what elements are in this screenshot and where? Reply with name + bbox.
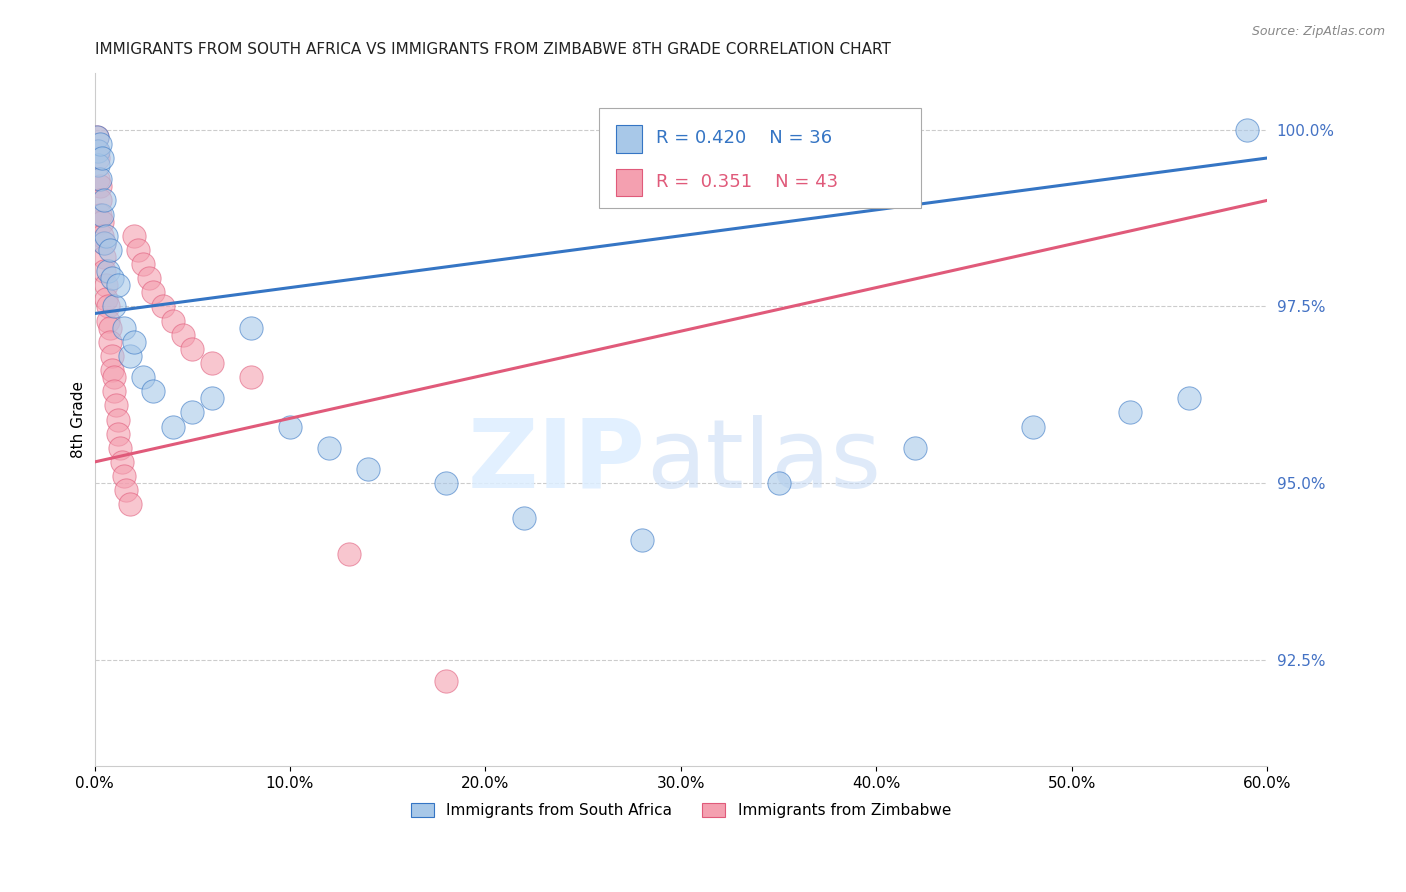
Point <box>1119 405 1142 419</box>
Point <box>108 441 131 455</box>
Point <box>142 285 165 300</box>
Point <box>93 250 115 264</box>
Point <box>98 243 121 257</box>
Point <box>112 320 135 334</box>
Point <box>768 476 790 491</box>
Point <box>172 327 194 342</box>
Point <box>103 384 125 399</box>
Point <box>434 674 457 689</box>
Point <box>201 392 224 406</box>
Point <box>96 278 118 293</box>
Point <box>87 144 110 158</box>
Y-axis label: 8th Grade: 8th Grade <box>72 381 86 458</box>
Point <box>107 412 129 426</box>
Point <box>98 334 121 349</box>
Point <box>1236 122 1258 136</box>
Point <box>93 194 115 208</box>
Text: IMMIGRANTS FROM SOUTH AFRICA VS IMMIGRANTS FROM ZIMBABWE 8TH GRADE CORRELATION C: IMMIGRANTS FROM SOUTH AFRICA VS IMMIGRAN… <box>94 42 890 57</box>
Point <box>101 349 124 363</box>
Point <box>138 271 160 285</box>
Point <box>91 151 114 165</box>
Point <box>142 384 165 399</box>
Point <box>97 300 120 314</box>
Point <box>111 455 134 469</box>
Point <box>1178 392 1201 406</box>
Point <box>97 313 120 327</box>
FancyBboxPatch shape <box>616 169 643 196</box>
Point <box>107 426 129 441</box>
Point <box>91 208 114 222</box>
Point <box>434 476 457 491</box>
Point <box>98 320 121 334</box>
Point <box>86 144 108 158</box>
Point <box>103 370 125 384</box>
Text: R = 0.420    N = 36: R = 0.420 N = 36 <box>657 128 832 146</box>
Point <box>87 151 110 165</box>
FancyBboxPatch shape <box>616 125 643 153</box>
Point <box>162 419 184 434</box>
Point <box>239 320 262 334</box>
Point <box>115 483 138 498</box>
Point <box>132 370 155 384</box>
Point <box>89 208 111 222</box>
Point <box>93 235 115 250</box>
Point <box>181 405 204 419</box>
Point <box>132 257 155 271</box>
Point <box>96 293 118 307</box>
Point <box>87 172 110 186</box>
Legend: Immigrants from South Africa, Immigrants from Zimbabwe: Immigrants from South Africa, Immigrants… <box>405 797 957 824</box>
Point <box>357 462 380 476</box>
Point <box>86 129 108 144</box>
Text: ZIP: ZIP <box>468 415 645 508</box>
Point <box>318 441 340 455</box>
Point <box>87 158 110 172</box>
Point <box>181 342 204 356</box>
Point <box>89 194 111 208</box>
Point <box>118 349 141 363</box>
Point <box>122 334 145 349</box>
Point <box>96 228 118 243</box>
Point <box>93 235 115 250</box>
Point <box>105 398 128 412</box>
Text: Source: ZipAtlas.com: Source: ZipAtlas.com <box>1251 25 1385 38</box>
FancyBboxPatch shape <box>599 108 921 208</box>
Point <box>86 129 108 144</box>
Point <box>91 228 114 243</box>
Point <box>630 533 652 547</box>
Text: R =  0.351    N = 43: R = 0.351 N = 43 <box>657 173 838 191</box>
Point <box>89 136 111 151</box>
Point <box>101 363 124 377</box>
Point <box>152 300 174 314</box>
Point <box>513 511 536 525</box>
Point <box>97 264 120 278</box>
Point <box>1021 419 1043 434</box>
Point <box>91 214 114 228</box>
Point <box>101 271 124 285</box>
Point <box>162 313 184 327</box>
Point <box>89 172 111 186</box>
Point <box>118 497 141 511</box>
Point <box>89 179 111 194</box>
Point <box>107 278 129 293</box>
Point <box>122 228 145 243</box>
Point <box>112 469 135 483</box>
Point <box>201 356 224 370</box>
Point <box>239 370 262 384</box>
Point <box>93 264 115 278</box>
Point <box>278 419 301 434</box>
Point <box>127 243 149 257</box>
Point <box>103 300 125 314</box>
Text: atlas: atlas <box>645 415 880 508</box>
Point <box>337 547 360 561</box>
Point <box>904 441 927 455</box>
